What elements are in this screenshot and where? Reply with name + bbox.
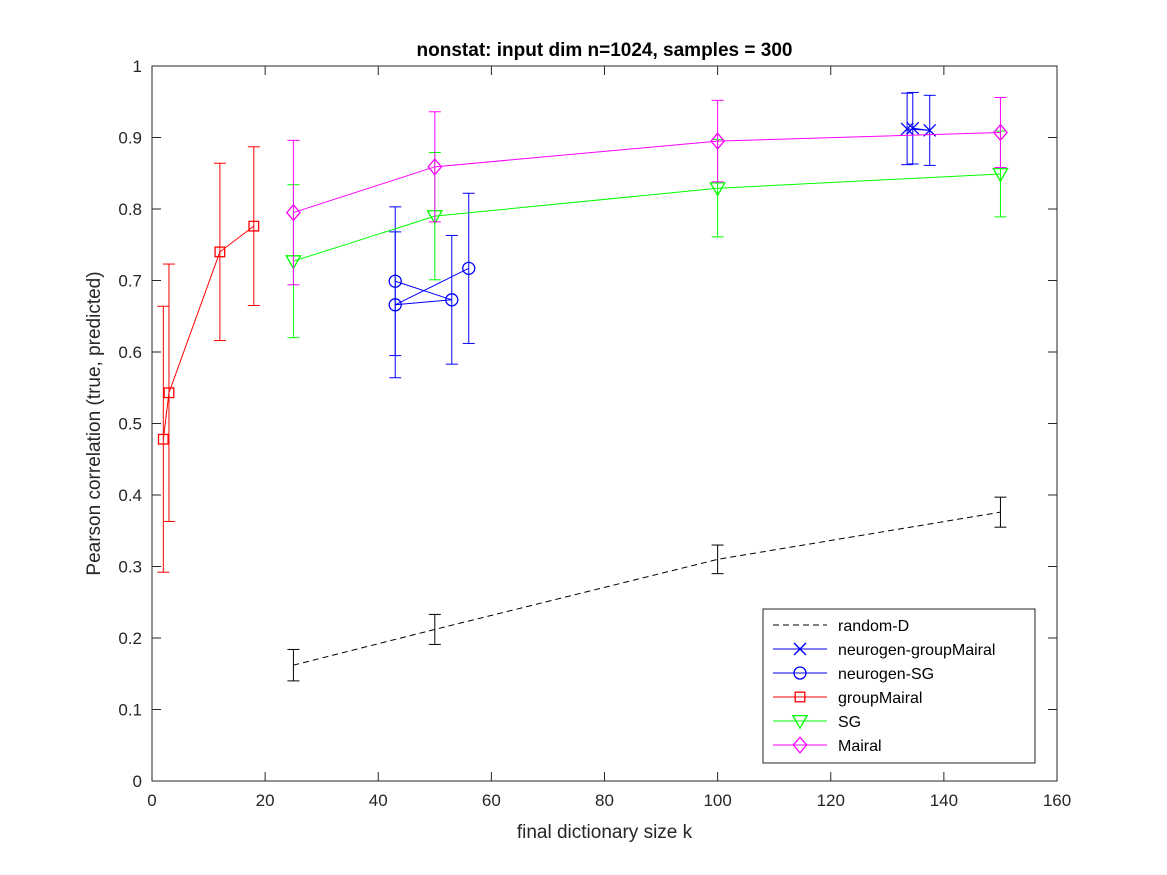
legend-box: [762, 608, 1036, 764]
series-neurogen-SG: [388, 192, 476, 379]
data-point: [793, 666, 807, 680]
series-line: [162, 225, 255, 440]
chart-title: nonstat: input dim n=1024, samples = 300: [417, 40, 793, 61]
data-point-stroke: [906, 121, 920, 135]
legend-label: SG: [838, 714, 861, 731]
x-tick-label: 80: [595, 791, 614, 810]
x-tick-label: 0: [147, 791, 156, 810]
series-random-D: [287, 496, 1007, 682]
data-point: [791, 714, 809, 730]
data-point: [157, 433, 169, 445]
y-tick-label: 0.1: [118, 701, 142, 720]
data-point: [445, 293, 459, 307]
series-line: [293, 131, 1001, 214]
series-line: [293, 173, 1001, 262]
y-tick-label: 0.9: [118, 129, 142, 148]
legend-item: neurogen-groupMairal: [773, 642, 995, 659]
y-tick-label: 0.2: [118, 629, 142, 648]
series-line: [394, 267, 469, 306]
data-point: [710, 132, 726, 150]
y-axis-label: Pearson correlation (true, predicted): [84, 271, 105, 575]
legend-item: SG: [773, 714, 861, 731]
data-point: [794, 691, 806, 703]
data-point-stroke: [900, 122, 914, 136]
legend-label: neurogen-groupMairal: [838, 642, 995, 659]
data-point-stroke: [793, 642, 807, 656]
legend-label: Mairal: [838, 738, 882, 755]
x-axis-label: final dictionary size k: [517, 822, 693, 843]
data-point: [906, 121, 920, 135]
y-tick-label: 0: [133, 772, 142, 791]
legend-item: neurogen-SG: [773, 666, 934, 683]
x-tick-label: 160: [1043, 791, 1071, 810]
legend-label: groupMairal: [838, 690, 922, 707]
data-point: [792, 736, 808, 754]
y-tick-label: 0.6: [118, 343, 142, 362]
data-point: [709, 182, 726, 197]
y-tick-label: 0.7: [118, 272, 142, 291]
series-layer: [157, 91, 1009, 682]
legend-label: random-D: [838, 618, 909, 635]
legend-item: random-D: [773, 618, 909, 635]
x-tick-label: 100: [703, 791, 731, 810]
data-point: [427, 158, 443, 176]
data-point: [900, 122, 914, 136]
data-point: [793, 642, 807, 656]
series-Mairal: [285, 96, 1008, 286]
data-point: [285, 203, 301, 222]
x-tick-label: 20: [256, 791, 275, 810]
legend-item: groupMairal: [773, 690, 922, 707]
legend-item: Mairal: [773, 736, 882, 755]
y-axis: 0 0.1 0.2 0.3 0.4 0.5 0.6 0.7 0.8 0.9 1: [118, 57, 1057, 791]
data-point: [248, 220, 260, 232]
x-tick-label: 40: [369, 791, 388, 810]
y-tick-label: 0.4: [118, 486, 142, 505]
legend: random-D neurogen-groupMairal neurogen-SG g…: [762, 608, 1036, 764]
series-groupMairal: [157, 146, 260, 573]
y-tick-label: 0.8: [118, 200, 142, 219]
data-point: [462, 261, 476, 275]
data-point: [163, 387, 175, 399]
y-tick-label: 0.5: [118, 415, 142, 434]
y-tick-label: 1: [133, 57, 142, 76]
y-tick-label: 0.3: [118, 558, 142, 577]
data-point: [992, 123, 1008, 142]
x-tick-label: 140: [930, 791, 958, 810]
x-axis: 0 20 40 60 80 100 120 140 160: [147, 66, 1071, 810]
x-tick-label: 60: [482, 791, 501, 810]
data-point: [388, 298, 402, 312]
legend-label: neurogen-SG: [838, 666, 934, 683]
x-tick-label: 120: [817, 791, 845, 810]
data-point: [214, 246, 226, 258]
data-point: [992, 167, 1009, 183]
series-line: [293, 511, 1001, 666]
